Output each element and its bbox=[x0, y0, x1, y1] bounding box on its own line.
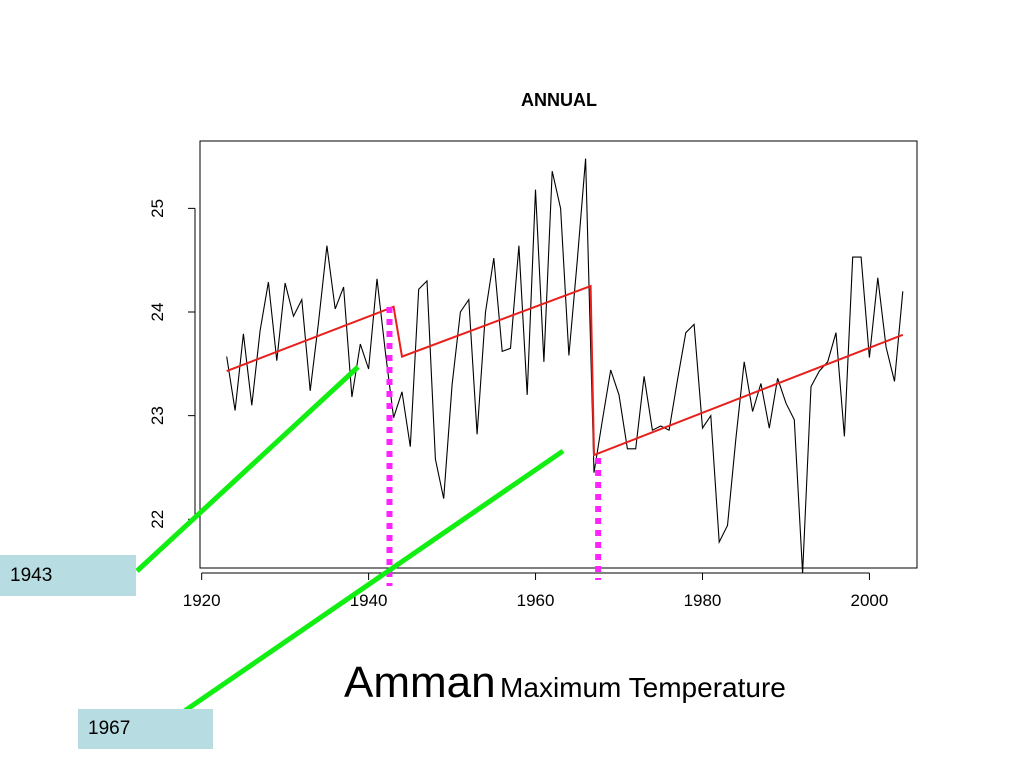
callout-1943-label: 1943 bbox=[10, 564, 53, 586]
x-tick-label: 1980 bbox=[684, 591, 722, 610]
chart-title: ANNUAL bbox=[521, 90, 597, 110]
annotation-layer bbox=[135, 365, 565, 715]
x-tick-label: 2000 bbox=[851, 591, 889, 610]
y-axis: 22 23 24 25 bbox=[148, 199, 196, 529]
callout-1967-label: 1967 bbox=[88, 718, 131, 739]
x-tick-label: 1960 bbox=[517, 591, 555, 610]
y-tick-label: 25 bbox=[148, 199, 167, 218]
annotation-leader-1943 bbox=[135, 365, 360, 573]
caption-variable: Maximum Temperature bbox=[500, 672, 786, 703]
x-axis: 1920 1940 1960 1980 2000 bbox=[183, 572, 889, 610]
y-tick-label: 24 bbox=[148, 303, 167, 322]
caption-city: Amman bbox=[344, 658, 496, 707]
x-tick-label: 1940 bbox=[350, 591, 388, 610]
series-line bbox=[226, 158, 904, 574]
fit-layer bbox=[226, 284, 904, 457]
callout-1943: 1943 bbox=[0, 555, 136, 596]
annotation-leader-1967 bbox=[181, 448, 565, 715]
chart-caption: Amman Maximum Temperature bbox=[344, 658, 786, 708]
series-layer bbox=[226, 158, 904, 574]
x-tick-label: 1920 bbox=[183, 591, 221, 610]
plot-frame bbox=[199, 140, 918, 569]
breakpoint-layer bbox=[386, 307, 602, 586]
callout-1967: 1967 bbox=[78, 709, 213, 749]
y-tick-label: 23 bbox=[148, 406, 167, 425]
fit-line bbox=[226, 284, 904, 457]
y-tick-label: 22 bbox=[148, 510, 167, 529]
